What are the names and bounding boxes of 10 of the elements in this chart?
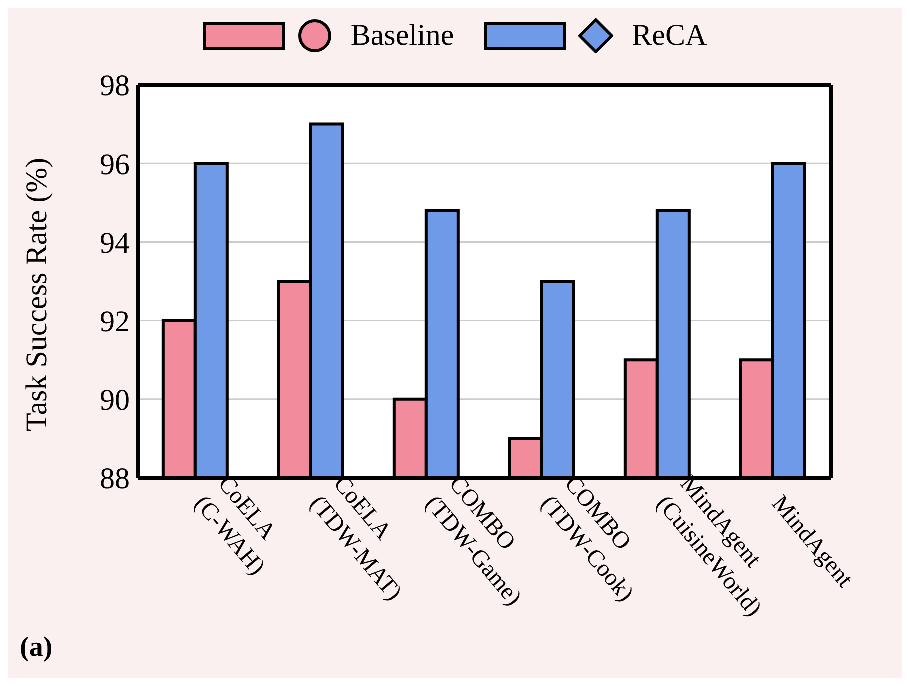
y-tick-label: 94 xyxy=(100,226,130,260)
y-tick-label: 96 xyxy=(100,148,130,182)
y-tick-label: 88 xyxy=(100,462,130,496)
y-axis-title: Task Success Rate (%) xyxy=(20,158,54,432)
legend-label: ReCA xyxy=(632,19,708,53)
y-tick-label: 90 xyxy=(100,384,130,418)
y-tick-label: 98 xyxy=(100,70,130,103)
legend-label: Baseline xyxy=(350,19,454,53)
text: (a) xyxy=(20,632,53,664)
y-tick-label: 92 xyxy=(100,305,130,338)
